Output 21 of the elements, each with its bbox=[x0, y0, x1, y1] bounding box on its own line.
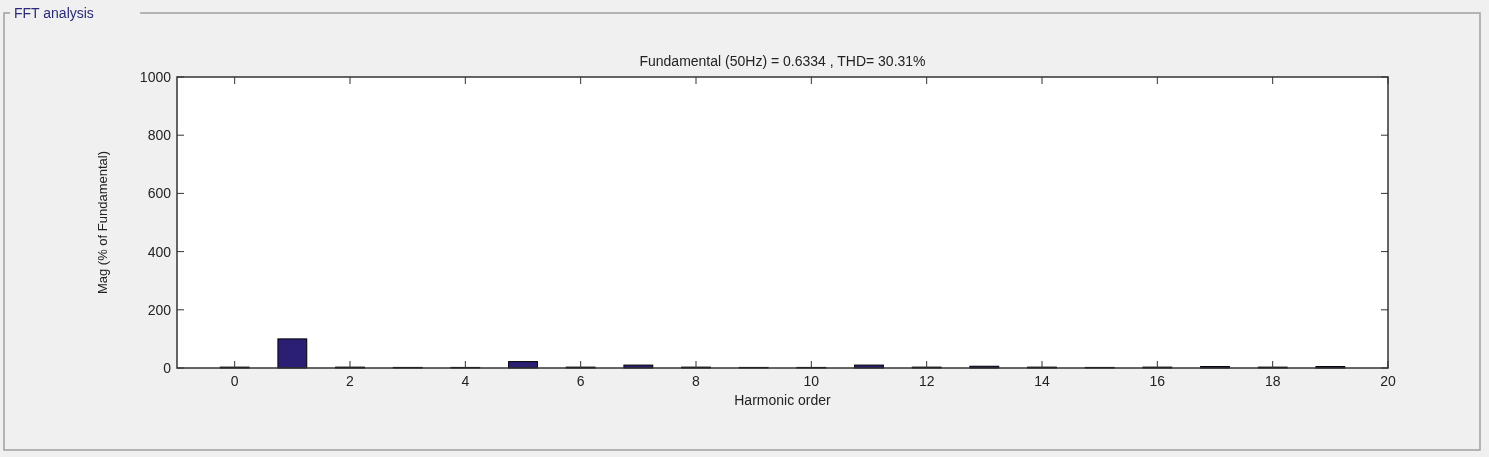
x-tick-label: 8 bbox=[692, 373, 701, 389]
x-tick-label: 14 bbox=[1034, 373, 1050, 389]
x-tick-label: 20 bbox=[1380, 373, 1396, 389]
y-tick-label: 200 bbox=[147, 301, 172, 318]
y-tick-label: 0 bbox=[163, 360, 172, 376]
x-tick-label: 18 bbox=[1264, 373, 1281, 389]
y-axis-title: Mag (% of Fundamental) bbox=[95, 150, 110, 295]
y-tick-label: 1000 bbox=[139, 69, 172, 85]
x-tick-label: 0 bbox=[230, 373, 239, 389]
x-tick-label: 6 bbox=[576, 373, 585, 389]
x-tick-label: 2 bbox=[346, 373, 355, 389]
y-tick-label: 800 bbox=[147, 127, 172, 144]
y-tick-label: 600 bbox=[147, 185, 172, 202]
y-tick-label: 400 bbox=[147, 243, 172, 260]
text: FFT analysis bbox=[14, 5, 94, 21]
chart-title: Fundamental (50Hz) = 0.6334 , THD= 30.31% bbox=[639, 53, 926, 69]
x-tick-label: 10 bbox=[803, 373, 820, 389]
x-tick-label: 12 bbox=[918, 373, 935, 389]
x-tick-label: 4 bbox=[461, 373, 470, 389]
x-tick-label: 16 bbox=[1149, 373, 1166, 389]
x-axis-title: Harmonic order bbox=[734, 392, 832, 408]
